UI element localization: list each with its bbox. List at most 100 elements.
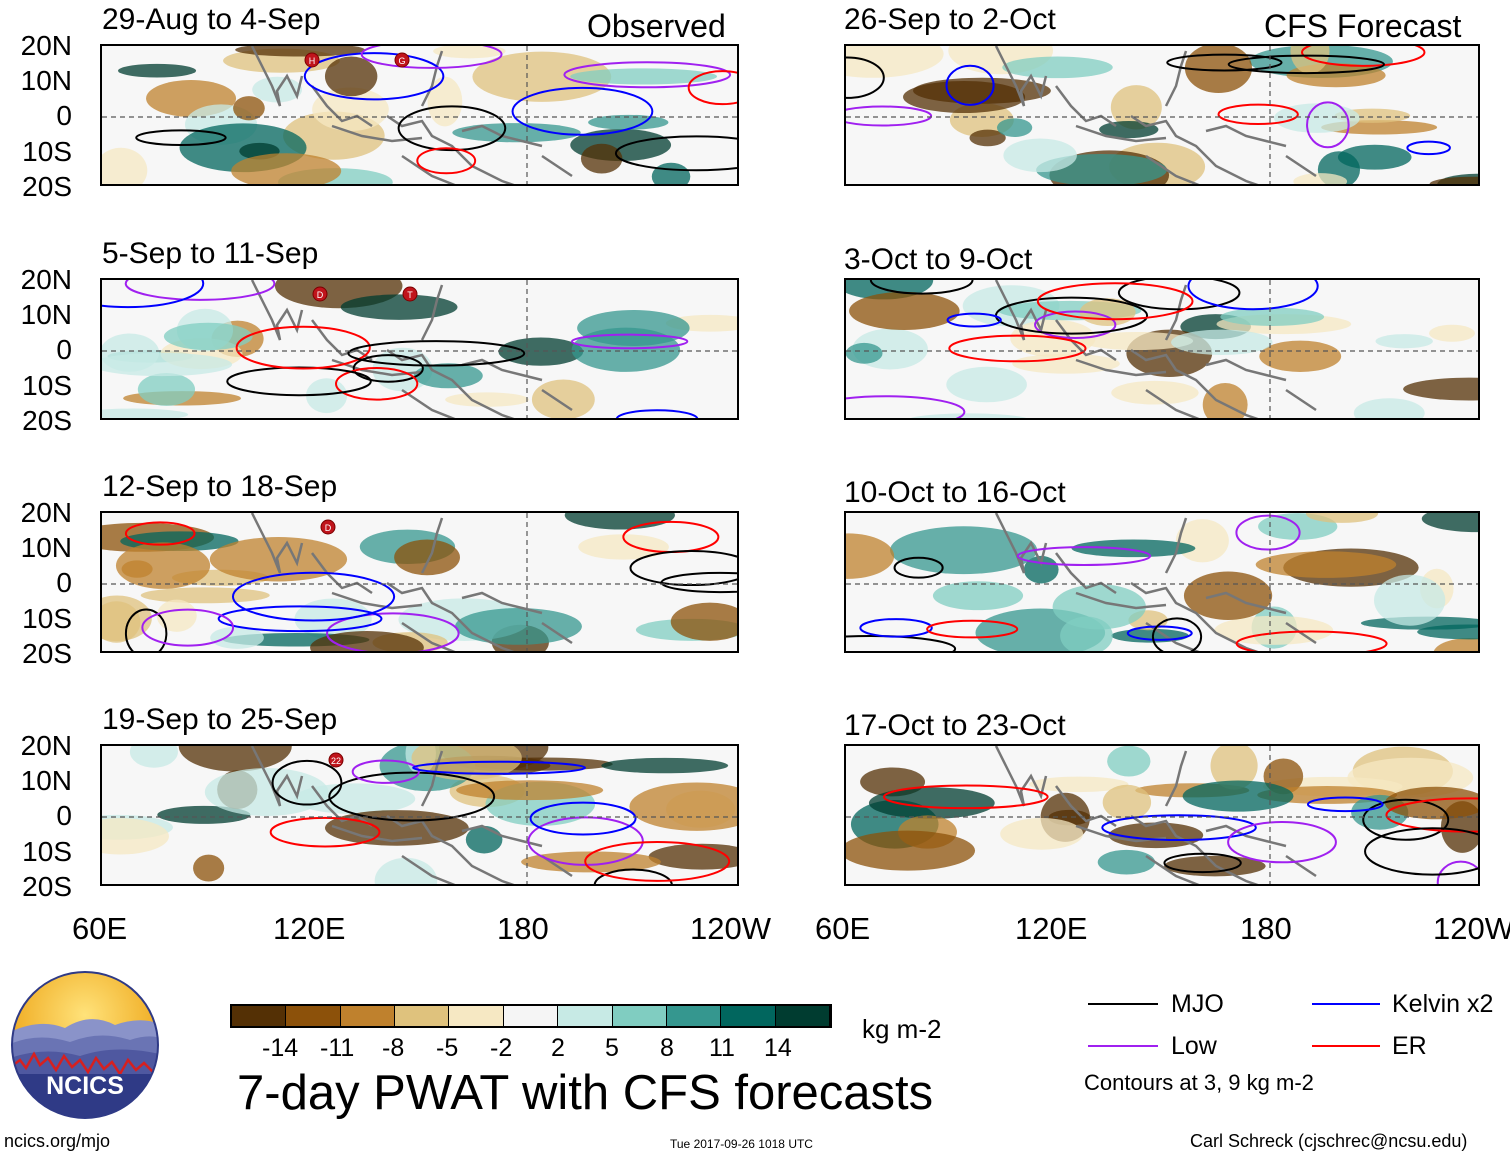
pwat-anomaly	[1071, 539, 1196, 558]
pwat-anomaly	[1097, 849, 1156, 875]
contour-line	[1235, 630, 1388, 651]
colorbar-block	[286, 1006, 341, 1026]
lon-label: 180	[1240, 911, 1292, 946]
storm-marker-label: D	[317, 290, 324, 300]
colorbar-block	[666, 1006, 722, 1026]
pwat-anomaly	[846, 830, 976, 871]
pwat-anomaly	[996, 118, 1033, 137]
pwat-anomaly	[102, 818, 169, 855]
pwat-anomaly	[102, 352, 233, 377]
coastline	[420, 750, 444, 807]
pwat-anomaly	[1337, 144, 1412, 170]
coastline	[311, 552, 373, 595]
coastline	[1145, 154, 1200, 184]
contour-line	[335, 367, 419, 401]
pwat-anomaly	[1220, 307, 1325, 326]
contour-line	[511, 86, 654, 136]
pwat-anomaly	[456, 780, 604, 801]
map-canvas: D	[102, 513, 737, 651]
colorbar-tick: -5	[436, 1034, 459, 1062]
coastline	[1130, 814, 1259, 884]
pwat-anomaly	[233, 96, 265, 121]
contour-line	[615, 409, 699, 418]
contour-line	[1187, 280, 1319, 311]
coastline	[250, 46, 304, 107]
pwat-anomaly	[394, 539, 460, 576]
pwat-anomaly	[129, 746, 178, 768]
footer-author: Carl Schreck (cjschrec@ncsu.edu)	[1190, 1131, 1468, 1151]
pwat-anomaly	[433, 46, 506, 59]
panel-title: 12-Sep to 18-Sep	[102, 470, 338, 503]
lon-label: 120E	[1015, 911, 1088, 946]
pwat-anomaly	[1000, 818, 1084, 850]
pwat-anomaly	[1182, 780, 1294, 812]
pwat-anomaly	[913, 77, 1051, 104]
footer-url[interactable]: ncics.org/mjo	[4, 1131, 111, 1151]
pwat-anomaly	[846, 533, 895, 579]
colorbar-block	[395, 1006, 450, 1026]
lat-label: 20N	[20, 264, 72, 295]
pwat-anomaly	[1293, 173, 1348, 184]
colorbar-tick: 8	[660, 1034, 674, 1062]
contour-line	[1166, 53, 1283, 72]
storm-marker-label: T	[407, 290, 413, 300]
pwat-anomaly	[868, 787, 995, 819]
colorbar-tick: 2	[551, 1034, 565, 1062]
colorbar-tick: -14	[262, 1034, 299, 1062]
forecast-header: CFS Forecast	[1264, 8, 1462, 44]
contour-line	[397, 105, 507, 152]
coastline	[420, 517, 444, 574]
lat-label: 10N	[20, 65, 72, 96]
storm-marker	[402, 286, 418, 302]
map-panel	[844, 744, 1480, 886]
pwat-anomaly	[648, 843, 737, 870]
coastline	[541, 388, 573, 412]
observed-header: Observed	[587, 8, 726, 44]
coastline	[401, 388, 456, 418]
coastline	[1145, 854, 1200, 884]
lat-label: 0	[56, 100, 72, 131]
coastline	[994, 746, 1048, 807]
contour-line	[1306, 796, 1384, 813]
contour-line	[593, 868, 673, 884]
coastline	[420, 50, 444, 107]
storm-marker	[328, 752, 344, 768]
contour-line	[124, 280, 276, 301]
pwat-anomaly	[178, 746, 292, 772]
legend-label-mjo: MJO	[1171, 990, 1224, 1018]
map-canvas	[846, 280, 1478, 418]
lat-label: 10S	[22, 836, 72, 867]
coastline	[1130, 348, 1259, 418]
pwat-anomaly	[577, 309, 690, 346]
pwat-anomaly	[629, 782, 737, 831]
pwat-anomaly	[1429, 324, 1475, 342]
contour-line	[226, 366, 372, 397]
footer-timestamp: Tue 2017-09-26 1018 UTC	[670, 1137, 813, 1151]
coastline	[386, 581, 515, 651]
contour-line	[614, 135, 737, 172]
coastline	[250, 746, 304, 807]
lat-label: 0	[56, 334, 72, 365]
pwat-anomaly	[193, 854, 225, 882]
contour-line	[102, 280, 205, 309]
lat-label: 10N	[20, 765, 72, 796]
contour-line	[1016, 546, 1152, 566]
pwat-anomaly	[651, 162, 691, 184]
contour-line	[846, 105, 933, 127]
coastline	[1075, 591, 1167, 610]
coastline	[386, 348, 515, 418]
coastline	[1055, 552, 1117, 595]
lat-label: 0	[56, 567, 72, 598]
contour-line	[945, 64, 995, 106]
coastline	[1285, 854, 1317, 878]
coastline	[1055, 85, 1117, 128]
pwat-anomaly	[445, 392, 529, 407]
map-panel: D	[100, 511, 739, 653]
coastline	[1285, 154, 1317, 178]
lon-label: 60E	[815, 911, 871, 946]
coastline	[1145, 388, 1200, 418]
map-panel	[844, 278, 1480, 420]
